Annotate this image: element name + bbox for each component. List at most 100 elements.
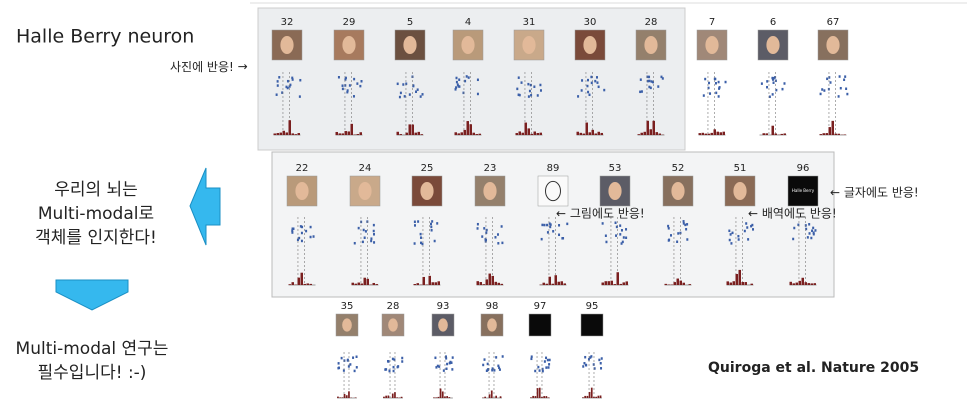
raster-tick	[396, 82, 399, 86]
raster-tick	[464, 79, 467, 83]
raster-tick	[291, 78, 294, 81]
hist-bar	[593, 396, 595, 398]
hist-bar	[469, 124, 472, 135]
cell-id: 31	[523, 17, 536, 28]
raster-tick	[495, 356, 498, 359]
raster-tick	[309, 225, 312, 229]
raster-tick	[347, 365, 350, 368]
raster-tick	[588, 93, 591, 97]
raster-tick	[413, 220, 416, 224]
raster-tick	[497, 364, 500, 368]
raster-tick	[548, 358, 551, 362]
raster-tick	[660, 75, 663, 79]
raster-tick	[482, 363, 485, 367]
raster-tick	[438, 365, 441, 368]
hist-bar	[478, 133, 481, 135]
raster-tick	[546, 223, 549, 227]
raster-tick	[291, 229, 294, 232]
raster-tick	[797, 223, 800, 227]
cell-id: 25	[421, 163, 434, 174]
hist-bar	[297, 277, 300, 285]
raster-tick	[413, 242, 416, 245]
face	[671, 182, 685, 200]
face	[388, 318, 398, 332]
hist-bar	[707, 133, 710, 135]
hist-bar	[437, 396, 440, 398]
raster-tick	[419, 241, 422, 245]
raster-tick	[445, 357, 448, 360]
title: Halle Berry neuron	[16, 26, 194, 48]
research-note-line: 필수입니다! :-)	[38, 363, 147, 383]
raster-tick	[346, 89, 349, 92]
raster-tick	[476, 222, 479, 226]
cell-id: 28	[645, 17, 658, 28]
hist-bar	[843, 134, 846, 135]
raster-tick	[346, 358, 349, 362]
raster-tick	[476, 227, 479, 230]
hist-bar	[356, 134, 359, 135]
hist-bar	[530, 397, 532, 398]
raster-tick	[421, 93, 424, 96]
raster-tick	[682, 220, 685, 223]
hist-bar	[774, 133, 777, 135]
raster-tick	[341, 87, 344, 91]
hist-bar	[491, 275, 494, 285]
raster-tick	[828, 76, 831, 79]
hist-bar	[354, 283, 357, 285]
raster-tick	[366, 220, 369, 223]
hist-bar	[698, 133, 701, 135]
raster-tick	[340, 356, 343, 360]
hist-bar	[343, 394, 346, 398]
hist-bar	[488, 273, 491, 285]
raster-tick	[541, 367, 544, 371]
hist-bar	[676, 278, 679, 285]
raster-tick	[747, 238, 750, 241]
raster-tick	[667, 227, 670, 230]
raster-tick	[774, 76, 777, 79]
raster-tick	[584, 355, 587, 359]
hist-bar	[807, 283, 810, 285]
raster-tick	[496, 233, 499, 236]
hist-bar	[554, 275, 557, 285]
raster-tick	[614, 221, 617, 225]
raster-tick	[455, 76, 458, 80]
raster-tick	[538, 369, 541, 372]
hist-bar	[722, 131, 725, 135]
raster-tick	[430, 229, 433, 232]
cell-id: 97	[534, 301, 547, 312]
raster-tick	[676, 240, 679, 244]
cell-id: 7	[709, 17, 715, 28]
hist-bar	[710, 132, 713, 135]
raster-tick	[838, 75, 841, 78]
raster-tick	[772, 81, 775, 84]
raster-tick	[446, 362, 449, 366]
hist-bar	[394, 392, 396, 398]
raster-tick	[814, 229, 817, 232]
hist-bar	[457, 133, 460, 135]
raster-tick	[582, 365, 585, 368]
raster-tick	[600, 357, 603, 360]
raster-tick	[476, 78, 479, 82]
raster-tick	[731, 231, 734, 235]
hist-bar	[383, 396, 385, 398]
hist-bar	[497, 282, 500, 285]
down-arrow	[55, 279, 129, 311]
raster-tick	[625, 228, 628, 231]
raster-tick	[392, 369, 395, 373]
cell-id: 93	[437, 301, 450, 312]
hist-bar	[563, 283, 566, 285]
raster-tick	[679, 231, 682, 235]
stimulus-image	[537, 175, 569, 207]
raster-tick	[501, 355, 504, 358]
hist-bar	[408, 124, 411, 135]
hist-bar	[813, 283, 816, 285]
raster-tick	[386, 359, 389, 363]
face	[826, 36, 840, 54]
raster-tick	[298, 236, 301, 240]
raster-tick	[661, 77, 664, 80]
hist-bar	[387, 395, 390, 398]
raster-tick	[486, 368, 489, 372]
raster-tick	[622, 236, 625, 239]
raster-tick	[783, 82, 786, 85]
hist-bar	[594, 133, 597, 135]
